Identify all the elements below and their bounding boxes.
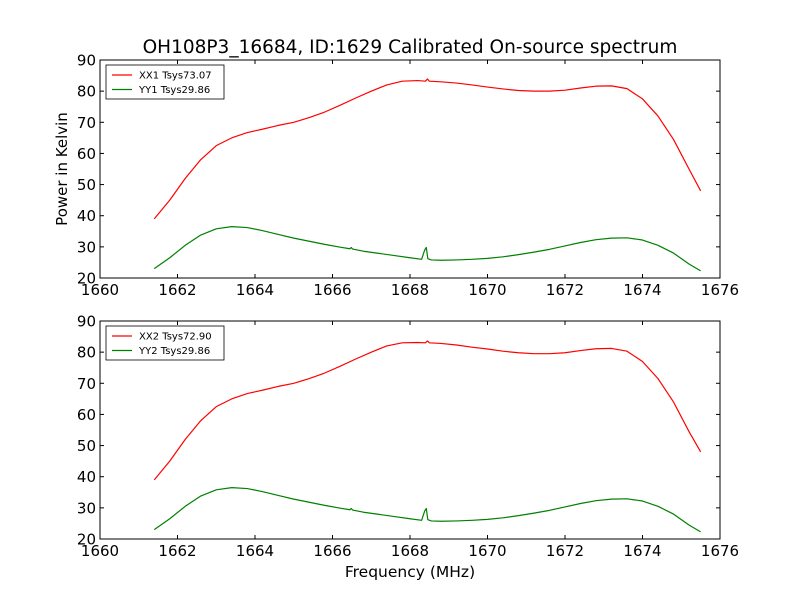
y-tick-label: 80 [77,83,96,101]
legend-box [105,64,225,100]
x-tick-label: 1672 [546,281,584,299]
x-tick-label: 1676 [701,542,739,560]
plot-panel-1: 1660 1662 1664 1666 1668 1670 1672 1674 1676 20 30… [53,52,739,300]
y-tick-label: 50 [77,176,96,194]
x-tick-label: 1670 [468,542,506,560]
x-tick-label: 1674 [623,281,661,299]
x-tick-label: 1666 [313,281,351,299]
legend: XX2 Tsys72.90 YY2 Tsys29.86 [105,325,225,361]
x-axis-label: Frequency (MHz) [345,563,475,581]
y-tick-label: 40 [77,207,96,225]
x-tick-label: 1664 [236,542,274,560]
x-tick-label: 1664 [236,281,274,299]
figure-title: OH108P3_16684, ID:1629 Calibrated On-sou… [143,37,678,58]
y-tick-label: 60 [77,406,96,424]
x-tick-label: 1666 [313,542,351,560]
series-line-xx1 [153,78,702,220]
legend-label: XX2 Tsys72.90 [139,332,212,343]
y-tick-label: 20 [77,270,96,288]
x-tick-label: 1672 [546,542,584,560]
legend-label: YY1 Tsys29.86 [138,85,210,96]
y-tick-label: 80 [77,344,96,362]
y-tick-label: 20 [77,531,96,549]
series-line-yy1 [153,226,701,272]
panels: 1660 1662 1664 1666 1668 1670 1672 1674 1676 20 30… [53,52,739,561]
x-tick-label: 1670 [468,281,506,299]
y-tick-label: 30 [77,238,96,256]
legend-box [105,325,225,361]
series-line-yy2 [153,487,701,533]
y-tick-label: 70 [77,114,96,132]
x-tick-label: 1662 [158,542,196,560]
y-tick-label: 40 [77,468,96,486]
legend-label: XX1 Tsys73.07 [139,71,212,82]
y-tick-label: 30 [77,499,96,517]
x-tick-label: 1668 [391,542,429,560]
x-tick-label: 1668 [391,281,429,299]
x-tick-label: 1660 [81,542,119,560]
x-tick-label: 1674 [623,542,661,560]
y-tick-label: 90 [77,313,96,331]
legend: XX1 Tsys73.07 YY1 Tsys29.86 [105,64,225,100]
x-tick-label: 1676 [701,281,739,299]
legend-label: YY2 Tsys29.86 [138,346,210,357]
series-line-xx2 [153,340,702,481]
y-tick-label: 90 [77,52,96,70]
x-tick-label: 1662 [158,281,196,299]
y-axis-label: Power in Kelvin [53,112,71,226]
x-tick-label: 1660 [81,281,119,299]
plot-panel-2: 1660 1662 1664 1666 1668 1670 1672 1674 1676 20 30… [77,313,739,561]
y-tick-label: 60 [77,145,96,163]
y-tick-label: 50 [77,437,96,455]
y-tick-label: 70 [77,375,96,393]
